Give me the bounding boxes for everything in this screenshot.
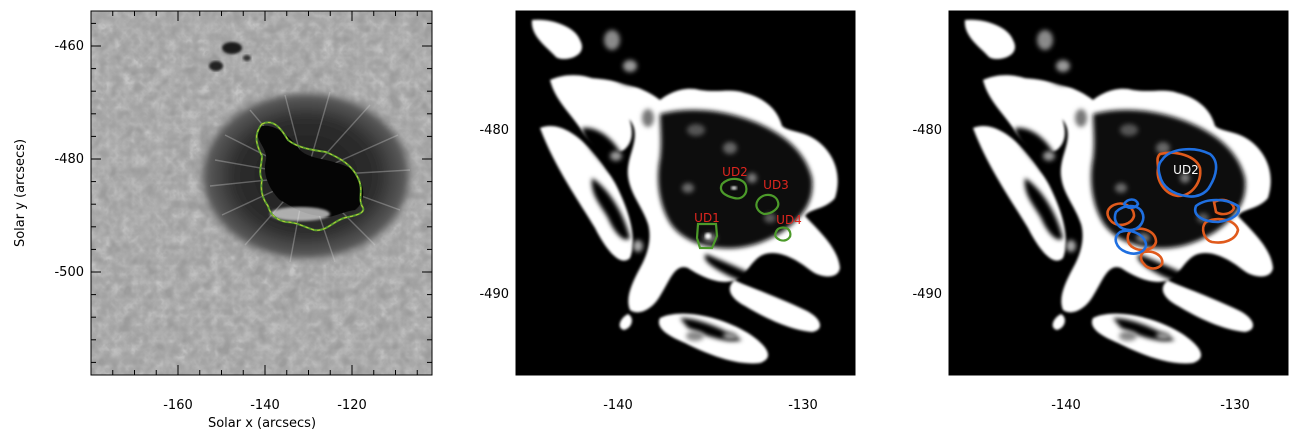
panel-2-ticks [516,11,855,375]
ud2-label: UD2 [722,165,748,179]
panel-1-ytick-label: -480 [54,152,84,167]
umbral-dot-contours [695,177,792,250]
ud2-contour [719,177,748,200]
panel-2-xtick-label: -130 [788,398,818,413]
panel-3-ticks [949,11,1288,375]
panel-1-ytick-label: -500 [54,265,84,280]
panel-1-frame [90,10,433,376]
panel-continuum: -160 -140 -120 -460 -480 -500 Solar x (a… [13,10,433,431]
panel-3-frame [948,10,1289,376]
panel-2-xtick-label: -140 [603,398,633,413]
panel-1-ticks [90,11,432,375]
blue-contours [1113,147,1241,255]
panel-1-ytick-label: -460 [54,39,84,54]
panel-3-xtick-label: -140 [1051,398,1081,413]
umbra-image: UD1 UD2 UD3 UD4 [516,11,855,375]
panel-2-frame [515,10,856,376]
panel-2-ytick-label: -490 [479,287,509,302]
umbra-image-2: UD2 [949,11,1288,375]
panel-ud-contours: UD2 -140 -130 -480 -490 [912,10,1289,413]
ud3-contour [755,193,780,216]
ud4-label: UD4 [776,213,802,227]
panel-3-xtick-label: -130 [1220,398,1250,413]
ud1-label: UD1 [694,211,720,225]
panel-3-ytick-label: -480 [912,123,942,138]
ud2-label-panel3: UD2 [1173,163,1199,177]
ud1-contour [695,222,719,250]
ud3-label: UD3 [763,178,789,192]
panel-umbral-dots: UD1 UD2 UD3 UD4 -140 -130 -480 -490 [479,10,856,413]
panel-1-xtick-label: -140 [250,398,280,413]
panel-1-xtick-label: -120 [337,398,367,413]
panel-2-ytick-label: -480 [479,123,509,138]
panel-1-ylabel: Solar y (arcsecs) [13,139,28,247]
continuum-image [91,11,432,375]
ud4-contour [774,226,792,242]
panel-3-ytick-label: -490 [912,287,942,302]
panel-1-xlabel: Solar x (arcsecs) [208,416,316,431]
panel-1-xtick-label: -160 [163,398,193,413]
